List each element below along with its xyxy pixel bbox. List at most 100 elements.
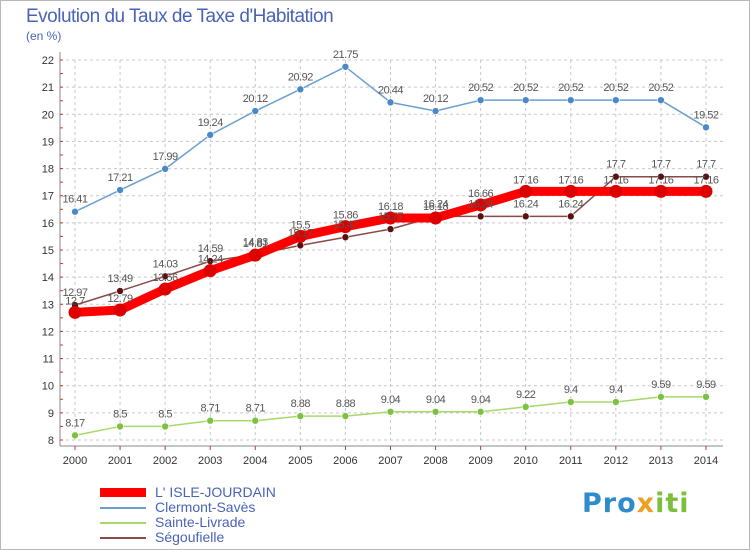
- y-tick-label: 22: [42, 55, 54, 67]
- data-point-segoufielle: [521, 212, 530, 221]
- data-point-clermont-saves: [476, 96, 485, 104]
- x-tick-label: 2004: [243, 455, 267, 467]
- data-label-l-isle-jourdain: 14.81: [243, 238, 268, 250]
- data-point-segoufielle: [612, 172, 620, 181]
- data-point-l-isle-jourdain: [203, 264, 217, 278]
- data-point-l-isle-jourdain: [654, 184, 668, 198]
- legend-item-segoufielle[interactable]: Ségoufielle: [100, 529, 360, 545]
- chart-unit: (en %): [26, 29, 62, 43]
- data-label-l-isle-jourdain: 14.24: [198, 254, 223, 266]
- x-tick-label: 2000: [63, 455, 87, 467]
- data-label-sainte-livrade: 9.59: [651, 379, 671, 391]
- data-label-clermont-saves: 17.21: [108, 172, 133, 184]
- y-tick-label: 14: [42, 272, 54, 284]
- data-point-segoufielle: [566, 212, 575, 221]
- data-label-clermont-saves: 20.92: [288, 71, 313, 83]
- data-label-sainte-livrade: 8.17: [65, 417, 85, 429]
- y-tick-label: 13: [42, 299, 54, 311]
- data-point-sainte-livrade: [612, 398, 620, 406]
- legend-label-segoufielle: Ségoufielle: [155, 529, 225, 545]
- data-label-sainte-livrade: 9.04: [426, 394, 446, 406]
- data-point-l-isle-jourdain: [474, 198, 488, 212]
- logo-part-1: Pro: [582, 488, 637, 519]
- chart-title: Evolution du Taux de Taxe d'Habitation: [26, 6, 334, 27]
- data-label-clermont-saves: 20.12: [243, 93, 268, 105]
- data-point-clermont-saves: [521, 96, 530, 104]
- legend-swatch-clermont-saves: [100, 507, 146, 509]
- data-point-l-isle-jourdain: [609, 184, 623, 198]
- data-point-sainte-livrade: [521, 403, 530, 411]
- x-tick-label: 2013: [649, 455, 673, 467]
- data-label-segoufielle: 17.7: [696, 159, 716, 171]
- y-tick-label: 10: [42, 381, 54, 393]
- data-point-l-isle-jourdain: [338, 220, 352, 234]
- data-point-segoufielle: [386, 225, 395, 233]
- data-point-l-isle-jourdain: [519, 184, 533, 198]
- data-point-sainte-livrade: [566, 398, 575, 406]
- data-label-l-isle-jourdain: 17.16: [558, 174, 583, 186]
- data-label-segoufielle: 15.47: [333, 219, 358, 231]
- data-label-l-isle-jourdain: 15.5: [291, 219, 311, 231]
- data-point-l-isle-jourdain: [158, 282, 172, 296]
- data-label-l-isle-jourdain: 17.16: [603, 174, 628, 186]
- data-point-l-isle-jourdain: [68, 305, 82, 319]
- data-point-sainte-livrade: [386, 407, 395, 416]
- data-label-clermont-saves: 16.41: [62, 194, 87, 206]
- legend: L' ISLE-JOURDAIN Clermont-Savès Sainte-L…: [100, 484, 360, 545]
- data-point-clermont-saves: [386, 98, 395, 107]
- data-point-sainte-livrade: [341, 412, 350, 420]
- legend-item-isle-jourdain[interactable]: L' ISLE-JOURDAIN: [100, 484, 360, 500]
- y-tick-label: 18: [42, 164, 54, 176]
- data-point-l-isle-jourdain: [113, 303, 127, 317]
- legend-item-sainte-livrade[interactable]: Sainte-Livrade: [100, 514, 360, 530]
- data-point-clermont-saves: [702, 123, 710, 132]
- x-tick-label: 2001: [108, 455, 132, 467]
- data-label-sainte-livrade: 9.4: [564, 384, 578, 396]
- legend-swatch-isle-jourdain: [100, 488, 146, 497]
- data-label-l-isle-jourdain: 17.16: [513, 174, 538, 186]
- data-label-sainte-livrade: 8.88: [291, 398, 311, 410]
- legend-item-clermont-saves[interactable]: Clermont-Savès: [100, 499, 360, 515]
- data-label-l-isle-jourdain: 16.18: [378, 201, 403, 213]
- y-tick-label: 9: [48, 408, 54, 420]
- y-tick-label: 20: [42, 109, 54, 121]
- data-label-sainte-livrade: 9.4: [609, 384, 623, 396]
- data-label-clermont-saves: 20.52: [513, 82, 538, 94]
- data-point-clermont-saves: [431, 107, 440, 115]
- x-tick-label: 2005: [288, 455, 312, 467]
- legend-label-sainte-livrade: Sainte-Livrade: [155, 514, 246, 530]
- data-label-segoufielle: 16.24: [513, 198, 538, 210]
- y-tick-label: 11: [43, 354, 54, 366]
- data-point-segoufielle: [296, 241, 305, 250]
- x-tick-label: 2006: [333, 455, 357, 467]
- x-tick-label: 2007: [378, 455, 402, 467]
- logo-part-2: x: [636, 488, 656, 519]
- x-tick-label: 2010: [513, 455, 537, 467]
- data-label-clermont-saves: 20.52: [468, 82, 493, 94]
- data-label-segoufielle: 15.77: [378, 211, 403, 223]
- data-label-l-isle-jourdain: 13.56: [153, 272, 178, 284]
- data-label-clermont-saves: 17.99: [153, 151, 178, 163]
- data-label-l-isle-jourdain: 16.18: [423, 201, 448, 213]
- logo-part-3: iti: [655, 488, 690, 519]
- data-point-clermont-saves: [71, 207, 79, 216]
- data-label-l-isle-jourdain: 15.86: [333, 210, 358, 222]
- data-label-segoufielle: 14.03: [153, 258, 178, 270]
- x-tick-label: 2002: [153, 455, 177, 467]
- legend-label-isle-jourdain: L' ISLE-JOURDAIN: [155, 484, 276, 500]
- data-label-clermont-saves: 20.52: [648, 82, 673, 94]
- y-tick-label: 15: [42, 245, 54, 257]
- data-label-clermont-saves: 20.12: [423, 93, 448, 105]
- data-point-clermont-saves: [657, 96, 665, 104]
- proxiti-logo: Proxiti: [582, 488, 690, 519]
- data-label-clermont-saves: 20.52: [558, 82, 583, 94]
- legend-swatch-sainte-livrade: [100, 522, 146, 524]
- y-tick-label: 16: [42, 218, 54, 230]
- y-tick-label: 12: [42, 326, 54, 338]
- data-point-sainte-livrade: [206, 416, 215, 425]
- data-point-segoufielle: [341, 233, 350, 242]
- data-point-l-isle-jourdain: [293, 229, 307, 243]
- data-label-sainte-livrade: 8.71: [246, 403, 266, 415]
- data-point-segoufielle: [657, 172, 665, 181]
- data-label-clermont-saves: 19.24: [198, 117, 223, 129]
